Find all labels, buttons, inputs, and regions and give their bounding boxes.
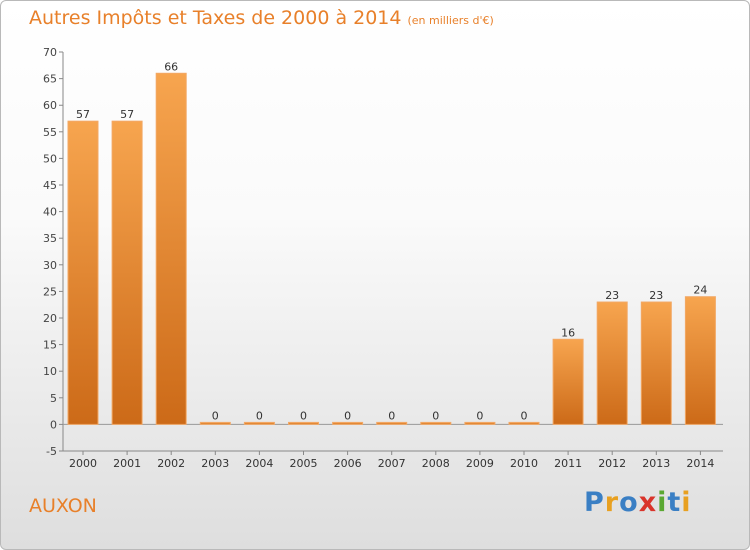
x-tick-label: 2000 [69,457,97,470]
y-tick-label: 55 [43,126,57,139]
bar [464,421,496,425]
proxiti-logo: Proxiti [584,487,692,518]
logo-letter: r [604,487,620,518]
y-tick-label: 5 [50,392,57,405]
y-tick-label: 70 [43,46,57,59]
x-tick-label: 2010 [510,457,538,470]
logo-letter: P [584,487,605,518]
bar [155,72,187,425]
logo-letter: o [619,487,639,518]
bar-value-label: 57 [120,108,134,121]
x-tick-label: 2005 [290,457,318,470]
bar-value-label: 16 [561,326,575,339]
bar-value-label: 0 [300,409,307,422]
bar-value-label: 24 [693,284,707,297]
logo-letter: i [657,487,668,518]
bar [596,301,628,425]
bar-value-label: 66 [164,60,178,73]
bar-value-label: 0 [432,409,439,422]
chart-unit: (en milliers d'€) [407,14,494,27]
x-tick-label: 2001 [113,457,141,470]
bar [640,301,672,425]
x-tick-label: 2007 [378,457,406,470]
x-tick-label: 2003 [201,457,229,470]
x-tick-label: 2014 [686,457,714,470]
x-tick-label: 2002 [157,457,185,470]
x-tick-label: 2009 [466,457,494,470]
y-tick-label: 10 [43,365,57,378]
bar-value-label: 0 [521,409,528,422]
y-tick-label: 15 [43,339,57,352]
bar [199,421,231,425]
y-tick-label: 20 [43,312,57,325]
bar [243,421,275,425]
y-tick-label: 40 [43,206,57,219]
x-tick-label: 2004 [245,457,273,470]
place-name: AUXON [29,495,97,517]
x-tick-label: 2013 [642,457,670,470]
bar [552,338,584,425]
y-tick-label: 65 [43,73,57,86]
y-tick-label: 0 [50,418,57,431]
bar-value-label: 0 [476,409,483,422]
logo-letter: x [638,487,658,518]
bar [67,120,99,425]
y-tick-label: 50 [43,152,57,165]
x-tick-label: 2012 [598,457,626,470]
bar [508,421,540,425]
bar-value-label: 0 [212,409,219,422]
logo-letter: t [667,487,682,518]
y-tick-label: -5 [46,445,57,458]
y-tick-label: 25 [43,285,57,298]
bar-value-label: 23 [649,289,663,302]
bar-value-label: 23 [605,289,619,302]
x-tick-label: 2006 [334,457,362,470]
y-tick-label: 30 [43,259,57,272]
x-tick-label: 2011 [554,457,582,470]
bar-value-label: 0 [344,409,351,422]
bar [376,421,408,425]
y-tick-label: 45 [43,179,57,192]
bar-value-label: 0 [388,409,395,422]
logo-letter: i [681,487,692,518]
y-tick-label: 60 [43,99,57,112]
bar-value-label: 0 [256,409,263,422]
chart-title: Autres Impôts et Taxes de 2000 à 2014 (en… [29,7,494,29]
bar [684,296,716,425]
bar [111,120,143,425]
chart-title-text: Autres Impôts et Taxes de 2000 à 2014 [29,7,402,29]
y-tick-label: 35 [43,232,57,245]
bar [332,421,364,425]
bar [288,421,319,425]
x-tick-label: 2008 [422,457,450,470]
bar-value-label: 57 [76,108,90,121]
bar [420,421,452,425]
